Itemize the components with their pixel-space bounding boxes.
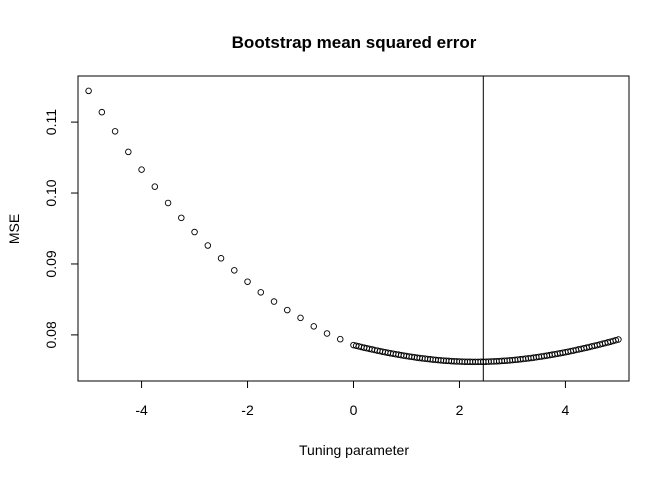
data-point <box>257 289 265 296</box>
data-point <box>85 87 92 95</box>
y-tick-label: 0.08 <box>43 321 59 348</box>
x-axis-label: Tuning parameter <box>299 442 409 458</box>
data-point <box>191 228 198 236</box>
data-point <box>204 242 212 249</box>
data-points <box>85 87 622 366</box>
data-point <box>615 336 622 343</box>
x-tick-label: 0 <box>350 402 358 418</box>
data-point <box>231 267 238 274</box>
chart-title: Bootstrap mean squared error <box>232 33 477 52</box>
y-tick-label: 0.11 <box>43 109 59 135</box>
y-axis: 0.08 0.09 0.10 0.11 <box>43 109 79 349</box>
data-point <box>164 199 172 207</box>
y-tick-label: 0.09 <box>43 250 59 277</box>
x-tick-label: 4 <box>562 402 570 418</box>
data-point <box>323 330 331 337</box>
data-point <box>111 128 119 135</box>
data-point <box>284 306 291 314</box>
data-point <box>244 278 251 285</box>
data-point <box>217 255 225 262</box>
x-tick-label: -2 <box>241 402 254 418</box>
y-axis-label: MSE <box>6 214 22 244</box>
data-point <box>337 335 344 343</box>
y-tick-label: 0.10 <box>43 179 59 206</box>
data-point <box>178 214 185 222</box>
x-tick-label: 2 <box>456 402 464 418</box>
data-point <box>151 183 159 190</box>
data-point <box>98 108 106 116</box>
x-axis: -4 -2 0 2 4 <box>135 380 570 418</box>
data-point <box>297 314 304 322</box>
data-point <box>125 148 132 156</box>
plot-box <box>77 75 630 382</box>
data-point <box>138 166 145 173</box>
data-point <box>612 336 620 344</box>
data-point <box>310 323 318 330</box>
x-tick-label: -4 <box>135 402 148 418</box>
data-point <box>270 298 278 305</box>
